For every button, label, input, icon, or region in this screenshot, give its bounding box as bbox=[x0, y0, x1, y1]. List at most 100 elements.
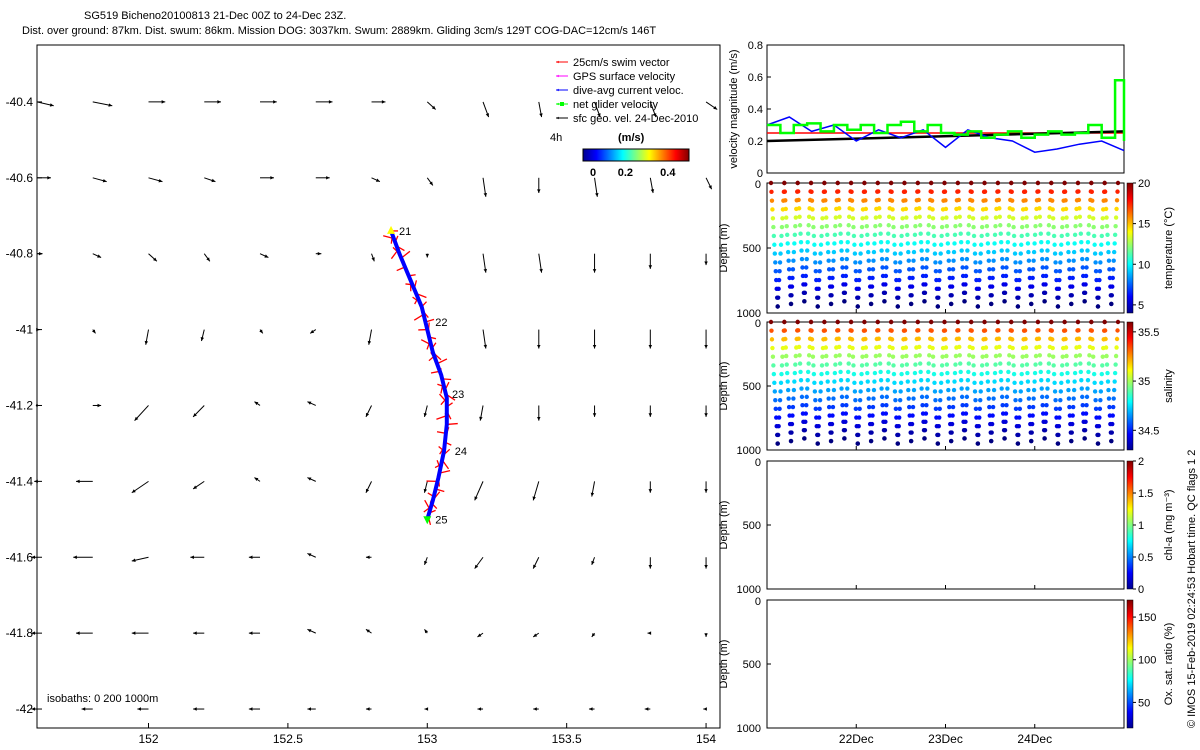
profile-point bbox=[1076, 189, 1081, 194]
profile-point bbox=[992, 379, 997, 384]
profile-point bbox=[1049, 189, 1054, 195]
profile-point bbox=[1072, 241, 1077, 246]
profile-point bbox=[1038, 361, 1043, 366]
profile-point bbox=[1111, 249, 1117, 255]
profile-point bbox=[886, 223, 891, 228]
profile-point bbox=[1084, 403, 1089, 408]
profile-point bbox=[846, 223, 851, 228]
profile-point bbox=[779, 224, 785, 230]
profile-point bbox=[852, 251, 858, 256]
profile-point bbox=[793, 223, 798, 229]
profile-point bbox=[947, 267, 952, 272]
profile-point bbox=[890, 354, 896, 359]
sfc-vector-arrow bbox=[424, 629, 429, 634]
profile-point bbox=[1044, 394, 1050, 400]
profile-point bbox=[829, 293, 834, 298]
profile-point bbox=[1114, 345, 1119, 350]
sfc-vector-arrow-head bbox=[307, 553, 312, 557]
profile-point bbox=[964, 256, 970, 262]
profile-point bbox=[855, 304, 860, 309]
profile-point bbox=[924, 394, 930, 400]
profile-point bbox=[803, 282, 808, 287]
profile-point bbox=[1010, 207, 1015, 212]
profile-point bbox=[1090, 198, 1095, 203]
profile-point bbox=[843, 282, 848, 287]
sfc-vector-arrow bbox=[315, 176, 330, 180]
profile-point bbox=[909, 284, 915, 289]
profile-point bbox=[983, 206, 989, 212]
profile-point bbox=[831, 387, 837, 393]
legend-arrow-0-head bbox=[556, 60, 559, 64]
profile-point bbox=[826, 396, 831, 401]
section-ytick-label: 0 bbox=[755, 179, 761, 191]
profile-point bbox=[993, 223, 998, 229]
profile-point bbox=[878, 369, 883, 375]
sfc-vector-arrow-head bbox=[144, 340, 149, 345]
profile-point bbox=[896, 424, 901, 429]
profile-point bbox=[784, 223, 789, 229]
section-ytick-label: 1000 bbox=[737, 308, 761, 320]
sfc-vector-arrow-head bbox=[158, 178, 163, 183]
profile-point bbox=[864, 353, 869, 359]
profile-point bbox=[818, 251, 823, 256]
profile-point bbox=[783, 345, 788, 350]
profile-point bbox=[772, 251, 778, 256]
sfc-vector-arrow bbox=[423, 481, 428, 493]
profile-point bbox=[886, 369, 891, 375]
sfc-vector-arrow-head bbox=[371, 257, 375, 262]
profile-point bbox=[1030, 404, 1036, 410]
sfc-vector-arrow-head bbox=[537, 417, 541, 421]
profile-point bbox=[978, 397, 983, 403]
profile-point bbox=[844, 256, 849, 262]
profile-point bbox=[912, 232, 918, 238]
profile-point bbox=[855, 441, 860, 446]
profile-point bbox=[935, 441, 941, 446]
profile-point bbox=[824, 223, 829, 229]
profile-point bbox=[996, 336, 1002, 341]
profile-point bbox=[1070, 404, 1076, 410]
profile-point bbox=[972, 389, 978, 394]
sfc-vector-arrow bbox=[131, 480, 149, 494]
profile-point bbox=[833, 215, 839, 220]
sfc-vector-arrow-head bbox=[704, 413, 708, 417]
profile-point bbox=[1115, 180, 1121, 186]
sfc-vector-arrow-head bbox=[648, 344, 653, 349]
profile-point bbox=[1017, 269, 1023, 274]
profile-point bbox=[859, 233, 864, 239]
profile-point bbox=[958, 231, 963, 236]
profile-point bbox=[1100, 216, 1105, 221]
profile-point bbox=[1042, 436, 1047, 441]
profile-point bbox=[806, 223, 811, 228]
profile-point bbox=[913, 353, 919, 359]
profile-point bbox=[888, 319, 894, 325]
sfc-vector-arrow bbox=[537, 177, 541, 193]
profile-point bbox=[851, 371, 857, 377]
profile-point bbox=[1102, 189, 1108, 194]
profile-point bbox=[1111, 404, 1116, 410]
profile-point bbox=[1010, 216, 1016, 221]
profile-point bbox=[820, 354, 825, 359]
profile-point bbox=[870, 413, 875, 418]
profile-point bbox=[856, 424, 861, 429]
profile-point bbox=[912, 241, 917, 246]
profile-point bbox=[892, 242, 897, 247]
profile-point bbox=[999, 256, 1005, 262]
sfc-vector-arrow-head bbox=[193, 413, 197, 417]
profile-point bbox=[840, 265, 845, 270]
sfc-vector-arrow-head bbox=[36, 327, 40, 332]
map-ytick-label: -40.4 bbox=[6, 95, 34, 109]
profile-point bbox=[949, 293, 954, 298]
section-cbar-label: chl-a (mg m⁻³) bbox=[1163, 489, 1175, 560]
profile-point bbox=[805, 386, 810, 391]
profile-point bbox=[891, 224, 896, 230]
profile-point bbox=[1050, 345, 1055, 351]
sfc-vector-arrow-head bbox=[592, 344, 597, 349]
profile-point bbox=[843, 411, 849, 416]
profile-point bbox=[889, 189, 894, 195]
profile-point bbox=[832, 232, 838, 238]
sfc-vector-arrow bbox=[259, 253, 269, 258]
profile-point bbox=[793, 362, 798, 367]
profile-point bbox=[1085, 239, 1091, 245]
profile-point bbox=[902, 328, 908, 333]
